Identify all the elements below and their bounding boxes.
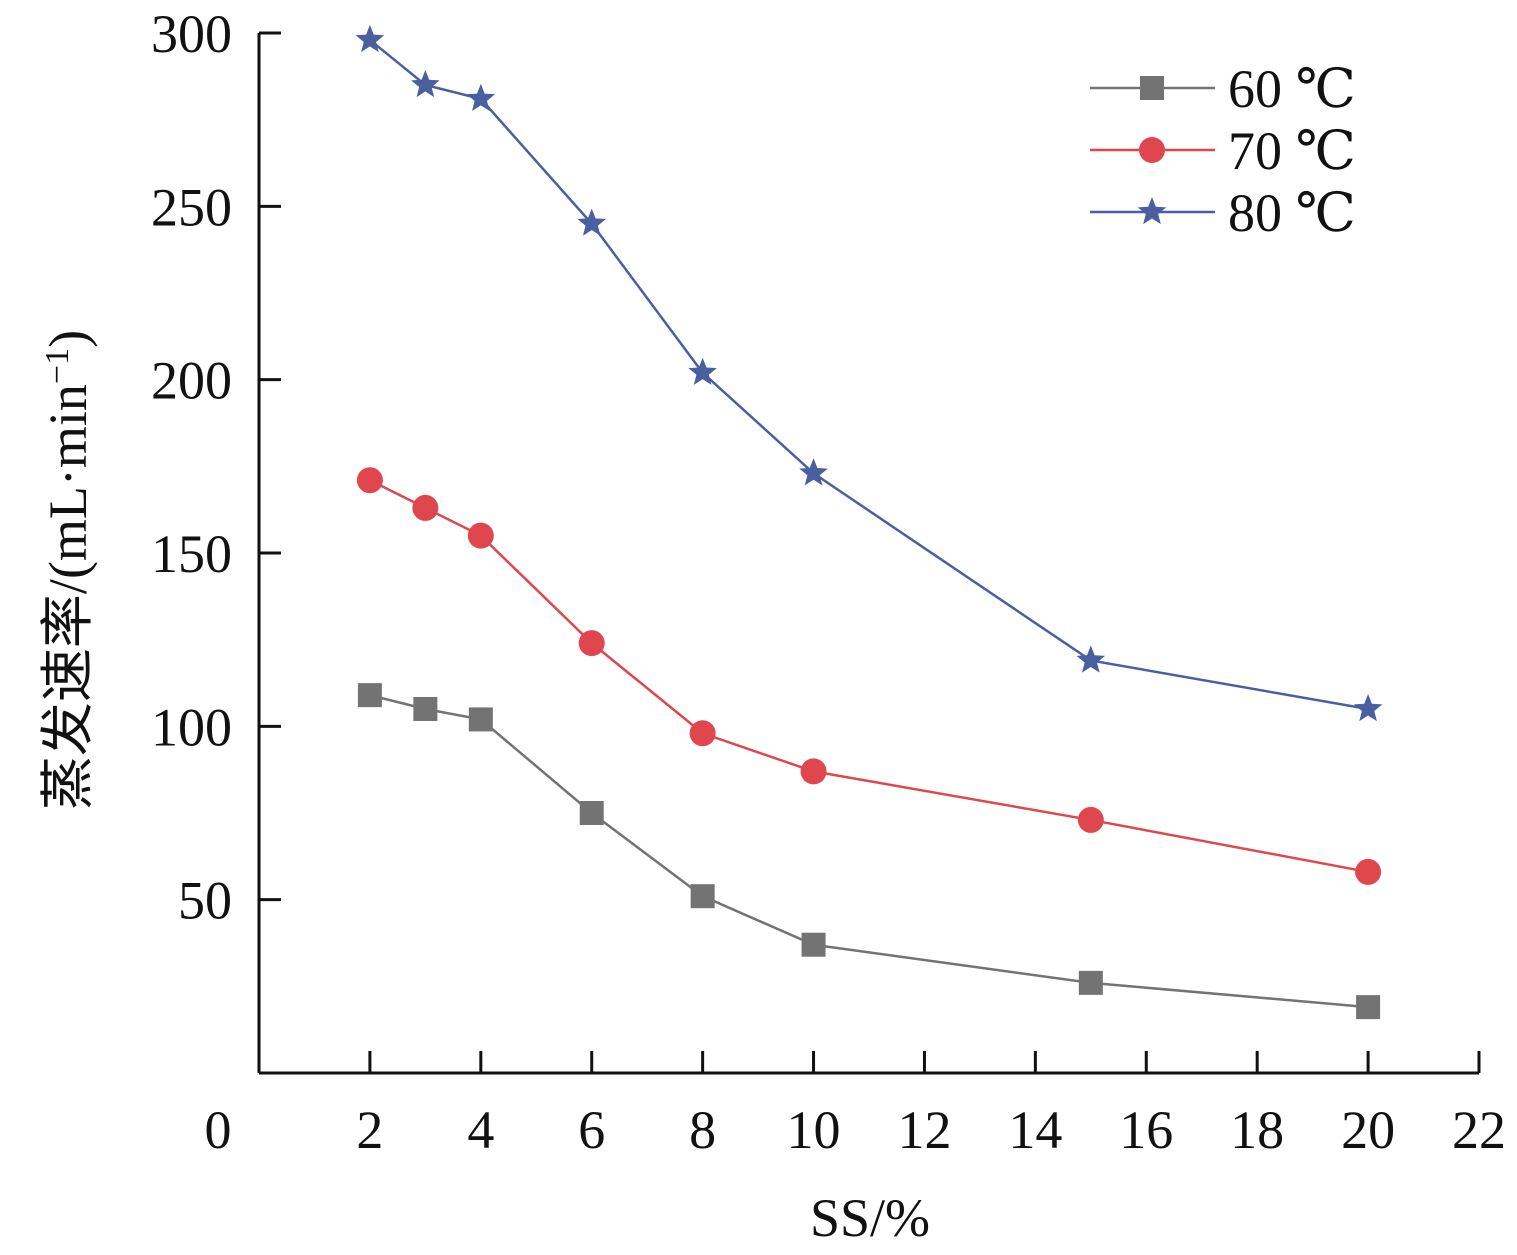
y-tick-label: 50 bbox=[178, 871, 232, 931]
x-tick-label: 14 bbox=[1008, 1100, 1062, 1160]
data-point bbox=[800, 758, 827, 785]
data-point bbox=[801, 932, 826, 957]
series-line bbox=[369, 38, 1369, 711]
series-0 bbox=[357, 683, 1381, 1020]
legend-label: 80 ℃ bbox=[1228, 183, 1356, 243]
data-point bbox=[577, 208, 606, 236]
legend-marker bbox=[1137, 197, 1167, 225]
legend-label: 60 ℃ bbox=[1228, 59, 1356, 119]
legend: 60 ℃70 ℃80 ℃ bbox=[1090, 59, 1356, 243]
data-point bbox=[1356, 995, 1381, 1020]
y-axis-title-close: ) bbox=[38, 330, 98, 348]
x-tick-label: 18 bbox=[1230, 1100, 1284, 1160]
axes: 0 2 4 6 8 10 12 14 16 18 20 22 50 100 150 200 250 300 bbox=[151, 4, 1506, 1160]
data-point bbox=[412, 494, 439, 521]
data-point bbox=[1078, 970, 1103, 995]
x-tick-label: 2 bbox=[356, 1100, 383, 1160]
x-tick-label: 4 bbox=[467, 1100, 494, 1160]
x-tick-label: 20 bbox=[1341, 1100, 1395, 1160]
data-point bbox=[468, 707, 493, 732]
data-point bbox=[799, 458, 828, 486]
y-axis-title-superscript: −1 bbox=[39, 348, 76, 384]
data-point bbox=[1355, 858, 1382, 885]
y-axis-title: 蒸发速率/(mL·min−1) bbox=[38, 330, 98, 810]
data-point bbox=[411, 70, 440, 98]
x-tick-label: 0 bbox=[205, 1100, 232, 1160]
legend-entry: 60 ℃ bbox=[1090, 59, 1356, 119]
data-point bbox=[688, 357, 717, 385]
y-tick-label: 250 bbox=[151, 177, 232, 237]
series-line bbox=[369, 693, 1369, 1009]
legend-marker bbox=[1140, 76, 1164, 100]
data-point bbox=[1076, 645, 1106, 673]
y-tick-label: 200 bbox=[151, 351, 232, 411]
data-point bbox=[690, 884, 715, 909]
series-layer bbox=[355, 24, 1383, 1020]
x-tick-label: 16 bbox=[1119, 1100, 1173, 1160]
data-point bbox=[467, 522, 494, 549]
x-axis-title: SS/% bbox=[810, 1188, 930, 1248]
legend-marker bbox=[1139, 137, 1165, 163]
svg-text:蒸发速率/(mL·min−1): 蒸发速率/(mL·min−1) bbox=[38, 330, 98, 810]
series-1 bbox=[356, 467, 1382, 885]
y-tick-label: 100 bbox=[151, 697, 232, 757]
x-tick-label: 12 bbox=[897, 1100, 951, 1160]
y-axis-title-main: 蒸发速率/(mL·min bbox=[38, 384, 98, 810]
data-point bbox=[1353, 694, 1383, 722]
x-tick-label: 22 bbox=[1452, 1100, 1506, 1160]
x-tick-label: 8 bbox=[689, 1100, 716, 1160]
y-tick-label: 150 bbox=[151, 524, 232, 584]
data-point bbox=[579, 801, 604, 825]
y-tick-label: 300 bbox=[151, 4, 232, 64]
data-point bbox=[466, 83, 496, 111]
data-point bbox=[1077, 806, 1104, 833]
data-point bbox=[578, 630, 605, 657]
legend-label: 70 ℃ bbox=[1228, 121, 1356, 181]
x-tick-label: 10 bbox=[787, 1100, 841, 1160]
data-point bbox=[689, 720, 716, 747]
series-2 bbox=[355, 24, 1383, 722]
data-point bbox=[413, 697, 438, 721]
x-tick-label: 6 bbox=[578, 1100, 605, 1160]
legend-entry: 80 ℃ bbox=[1090, 183, 1356, 243]
data-point bbox=[357, 683, 382, 708]
series-line bbox=[369, 479, 1369, 874]
data-point bbox=[355, 24, 385, 53]
legend-entry: 70 ℃ bbox=[1090, 121, 1356, 181]
data-point bbox=[356, 467, 383, 494]
